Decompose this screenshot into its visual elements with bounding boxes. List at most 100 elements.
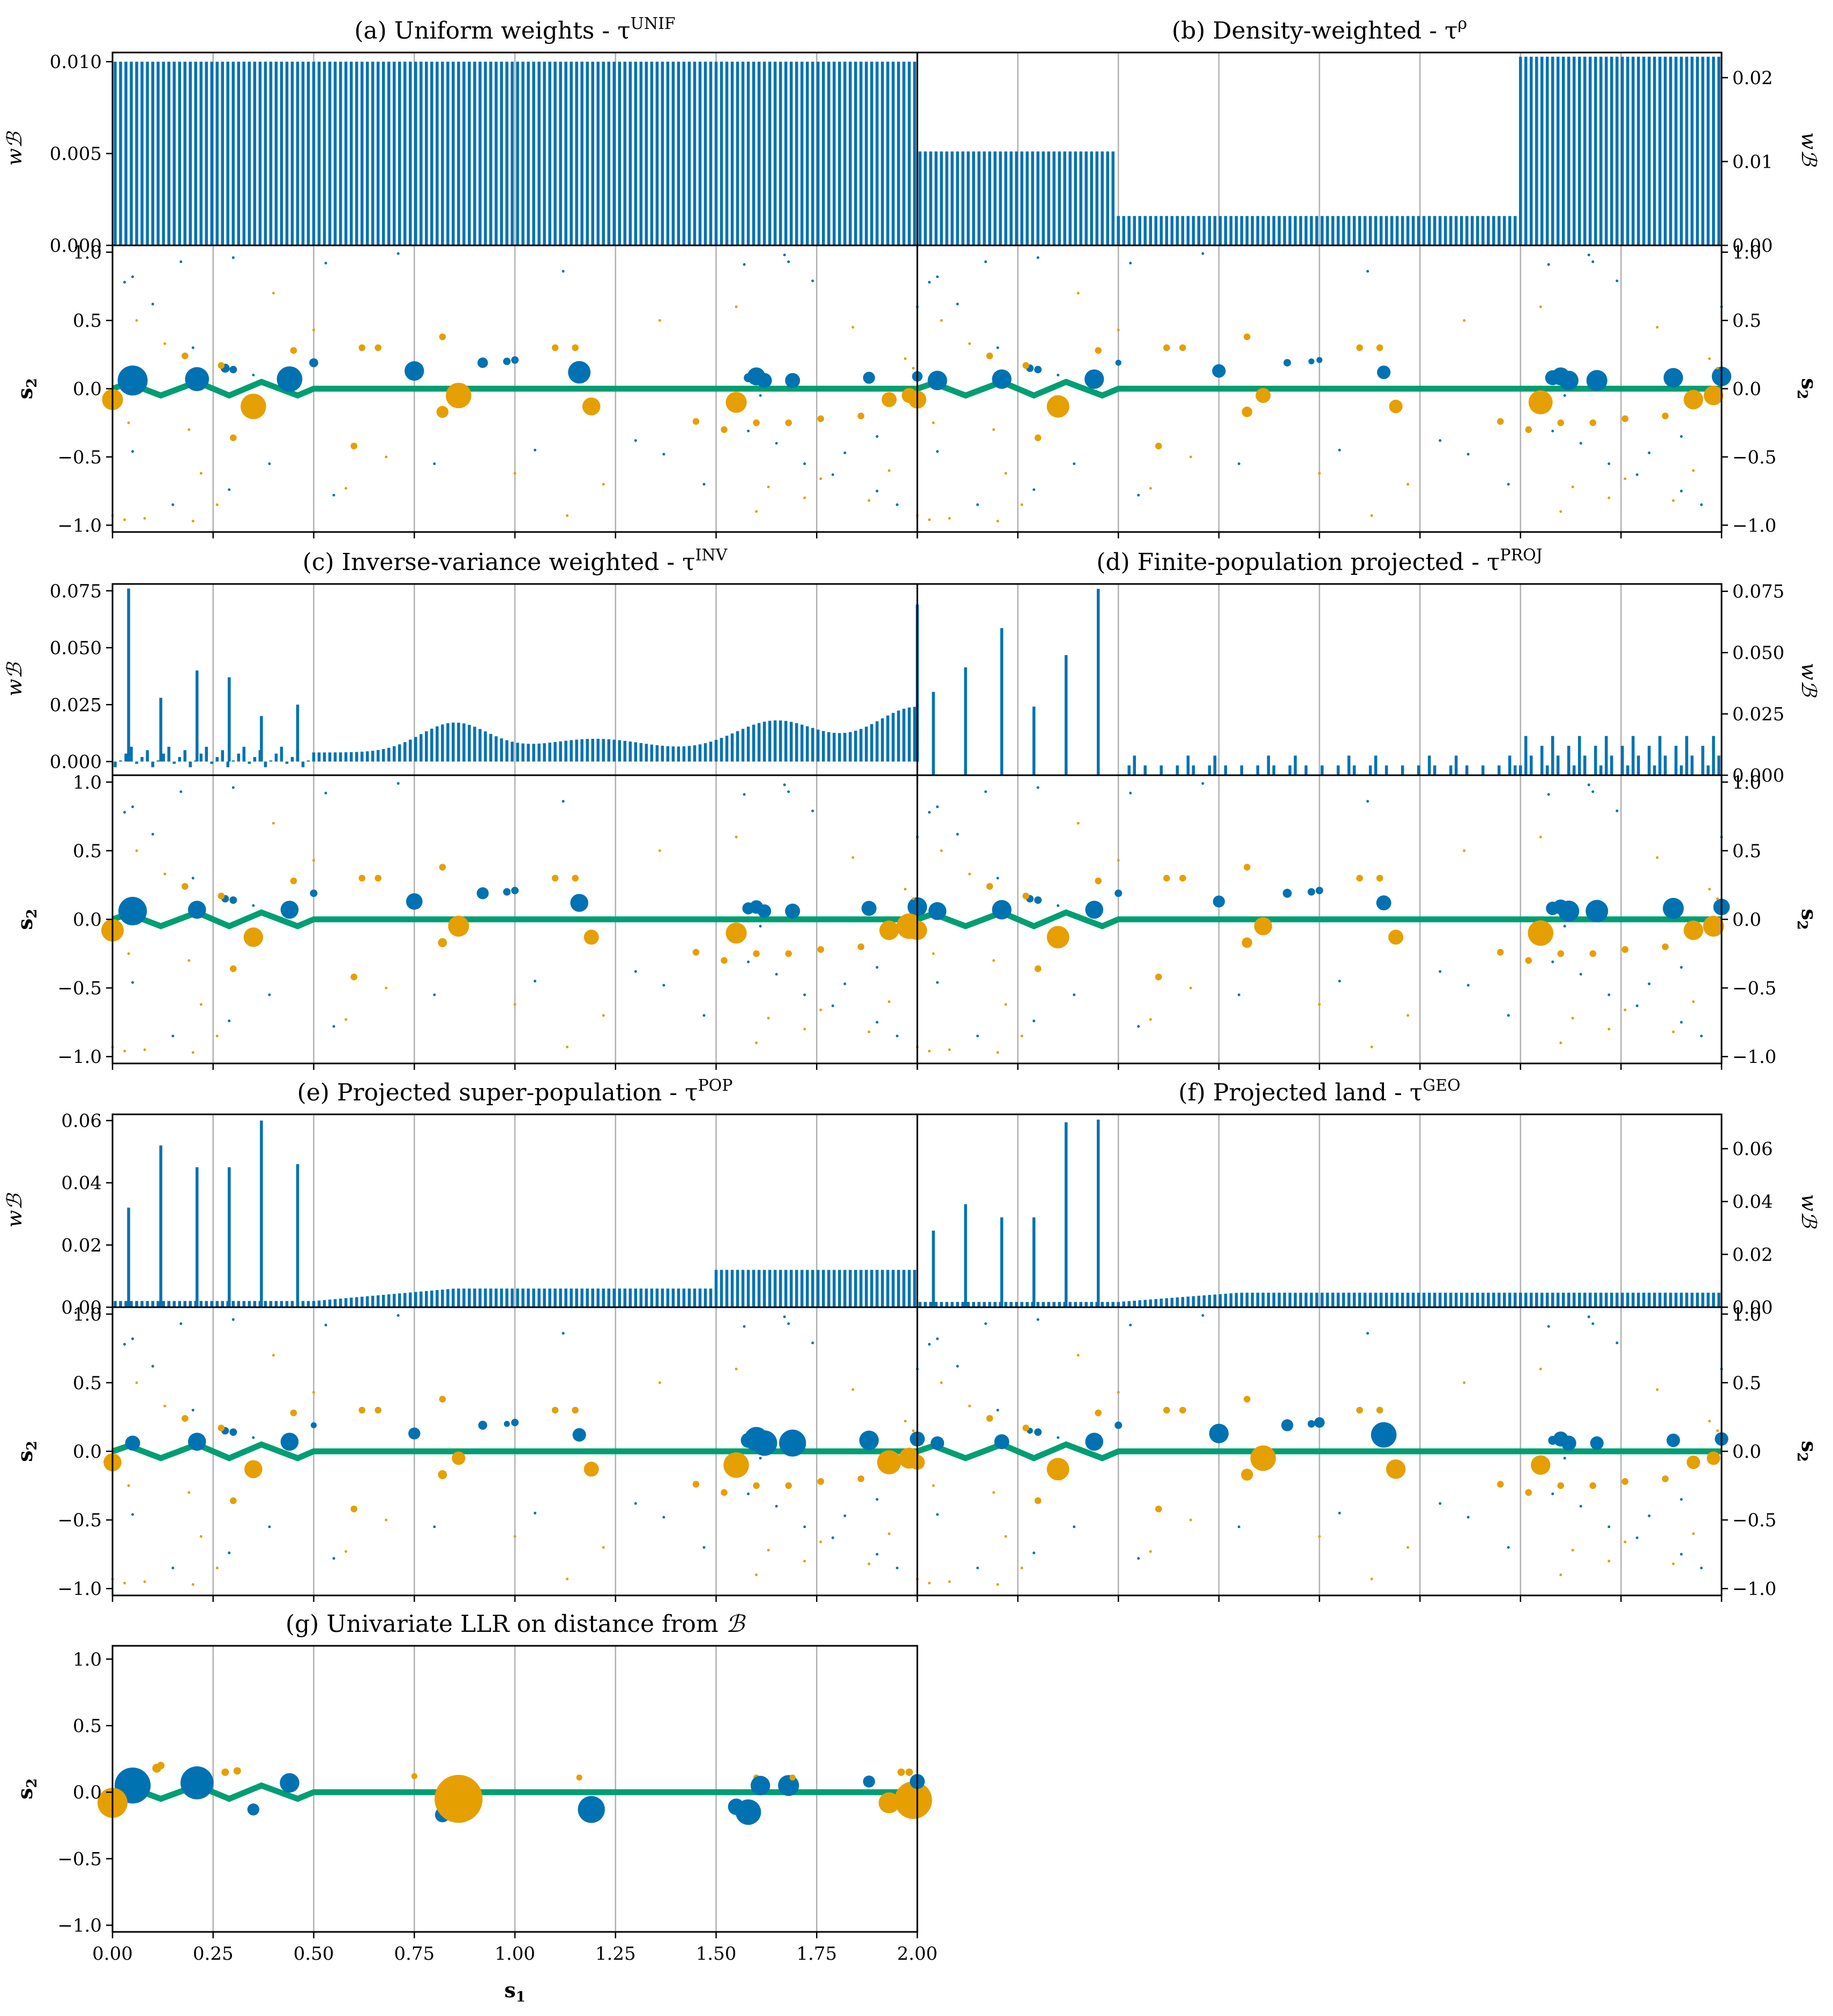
panel-e-bar <box>199 1301 203 1307</box>
panel-a-bar <box>570 62 573 246</box>
panel-a-ytick-label: 0.5 <box>73 310 102 332</box>
panel-f-point-blue <box>1366 1332 1370 1335</box>
panel-e-point-blue <box>740 1433 756 1448</box>
panel-b-point-orange <box>1589 419 1597 426</box>
panel-b-point-blue <box>1376 365 1391 379</box>
panel-b-point-orange <box>1607 496 1611 499</box>
panel-b-point-blue <box>1338 448 1341 452</box>
panel-d-point-blue <box>1680 966 1683 969</box>
panel-c-bar <box>865 726 868 762</box>
panel-b-bar <box>1352 216 1356 245</box>
panel-d-point-orange <box>986 883 993 890</box>
panel-c-point-orange <box>911 897 915 901</box>
panel-b-bar <box>1342 216 1345 245</box>
panel-e-bar <box>865 1270 868 1307</box>
panel-f-point-blue <box>927 1343 931 1346</box>
panel-c-bar <box>521 743 525 762</box>
panel-b-point-blue <box>1137 493 1140 497</box>
panel-a-ytick-label: 0.000 <box>50 235 102 257</box>
panel-b-bar <box>1621 56 1624 246</box>
panel-e-point-orange <box>127 1484 130 1487</box>
panel-d-point-orange <box>1020 1035 1023 1038</box>
panel-b-bar <box>1240 216 1244 245</box>
panel-b-bar <box>1486 216 1490 245</box>
panel-d-bar <box>1632 736 1635 775</box>
panel-c-point-orange <box>448 916 469 937</box>
panel-e-point-orange <box>312 1391 316 1394</box>
panel-f-bar <box>1573 1292 1576 1307</box>
panel-c-bar <box>789 722 793 762</box>
panel-b-bar <box>1181 216 1185 245</box>
panel-d-bar <box>1557 755 1560 775</box>
panel-c-bar <box>452 722 455 762</box>
panel-b-bar <box>1701 56 1704 246</box>
panel-f-point-orange <box>1250 1445 1276 1471</box>
panel-d-bar <box>1304 765 1308 775</box>
panel-b-bar <box>945 151 948 245</box>
panel-e-point-orange <box>566 1577 569 1580</box>
panel-e-bar <box>221 1301 225 1307</box>
panel-a-point-orange <box>230 434 237 441</box>
panel-b-ytick-label: 0.00 <box>1732 235 1773 257</box>
panel-e-point-orange <box>877 1450 901 1474</box>
panel-e-point-orange <box>753 1482 760 1489</box>
panel-c-point-orange <box>199 1003 203 1006</box>
panel-d-bar <box>1240 765 1244 775</box>
panel-a-bar <box>779 62 782 246</box>
panel-d-bar <box>1293 755 1297 775</box>
panel-c-point-orange <box>753 950 760 957</box>
panel-b-bar <box>929 151 932 245</box>
panel-f-point-orange <box>940 1381 943 1384</box>
panel-b-bar <box>1170 216 1174 245</box>
panel-f-point-blue <box>1057 1436 1060 1439</box>
panel-a-point-blue <box>433 462 436 466</box>
panel-g-point-orange <box>894 1781 932 1819</box>
panel-a-point-orange <box>143 517 146 520</box>
panel-f-bar <box>1261 1292 1265 1307</box>
panel-f-bar <box>1712 1292 1715 1307</box>
panel-f-bar <box>1615 1292 1619 1307</box>
panel-c-point-orange <box>438 938 447 947</box>
panel-f-point-orange <box>1621 1478 1629 1485</box>
panel-b-bar <box>1363 216 1367 245</box>
panel-b-point-blue <box>1467 453 1470 456</box>
panel-f-point-blue <box>1700 1567 1703 1570</box>
panel-c-point-blue <box>310 889 318 897</box>
panel-e-point-blue <box>310 1422 317 1428</box>
panel-a-point-blue <box>477 357 488 368</box>
panel-e-point-blue <box>511 1419 519 1427</box>
panel-a-bar <box>280 62 283 246</box>
panel-d-bar <box>1583 755 1587 775</box>
panel-a-bar <box>892 62 895 246</box>
panel-b-bar <box>1546 56 1549 246</box>
panel-b-bar <box>1299 216 1303 245</box>
panel-c-bar <box>339 752 342 762</box>
panel-e-ytick-label: 0.04 <box>61 1173 102 1194</box>
panel-b-bar <box>1573 56 1576 246</box>
panel-e-bar <box>736 1270 739 1307</box>
panel-f-title: (f) Projected land - τGEO <box>1178 1076 1460 1106</box>
panel-a-bar <box>258 62 262 246</box>
panel-e-bar <box>752 1270 755 1307</box>
panel-e-point-blue <box>859 1430 879 1450</box>
panel-g-point-blue <box>863 1775 876 1788</box>
panel-g-xtick-label: 1.25 <box>595 1943 636 1965</box>
panel-b-bar <box>1304 216 1308 245</box>
panel-d-point-blue <box>1338 979 1341 983</box>
panel-a-bar <box>902 62 906 246</box>
panel-f-bar <box>1486 1292 1490 1307</box>
panel-d-point-blue <box>1114 889 1123 897</box>
panel-c-point-blue <box>188 901 206 919</box>
panel-c-bar <box>537 743 541 762</box>
panel-f-bar <box>1320 1292 1324 1307</box>
panel-c-point-orange <box>350 973 357 980</box>
panel-d-point-orange <box>1244 864 1251 871</box>
panel-e-point-blue <box>702 1546 706 1549</box>
panel-b-bar <box>1610 56 1613 246</box>
panel-b-point-orange <box>940 319 943 322</box>
panel-e-bar <box>833 1270 836 1307</box>
panel-b-bar <box>967 151 970 245</box>
panel-c-point-orange <box>513 1003 517 1006</box>
